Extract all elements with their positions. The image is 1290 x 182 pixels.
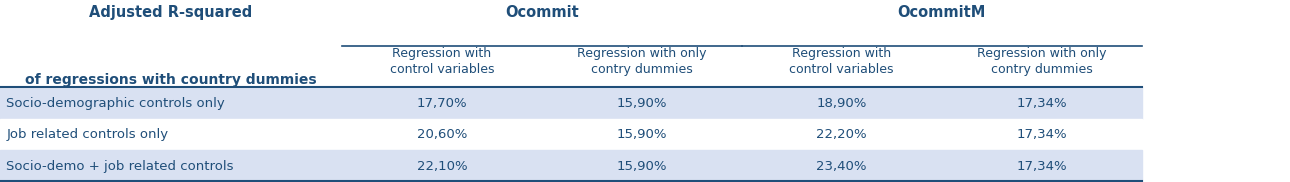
Text: of regressions with country dummies: of regressions with country dummies bbox=[25, 73, 317, 87]
Text: Socio-demographic controls only: Socio-demographic controls only bbox=[6, 97, 226, 110]
Text: 22,20%: 22,20% bbox=[817, 128, 867, 141]
Text: Regression with
control variables: Regression with control variables bbox=[390, 47, 494, 76]
Text: Job related controls only: Job related controls only bbox=[6, 128, 169, 141]
Bar bbox=[0, 0, 1142, 87]
Text: OcommitM: OcommitM bbox=[898, 5, 986, 20]
Text: Regression with only
contry dummies: Regression with only contry dummies bbox=[977, 47, 1107, 76]
Text: Socio-demo + job related controls: Socio-demo + job related controls bbox=[6, 160, 233, 173]
Text: 23,40%: 23,40% bbox=[817, 160, 867, 173]
Text: 15,90%: 15,90% bbox=[617, 128, 667, 141]
Text: Adjusted R-squared: Adjusted R-squared bbox=[89, 5, 253, 20]
Text: 17,34%: 17,34% bbox=[1017, 97, 1067, 110]
Text: 15,90%: 15,90% bbox=[617, 160, 667, 173]
Text: 20,60%: 20,60% bbox=[417, 128, 467, 141]
Text: 15,90%: 15,90% bbox=[617, 97, 667, 110]
Text: 17,70%: 17,70% bbox=[417, 97, 467, 110]
Text: Ocommit: Ocommit bbox=[504, 5, 579, 20]
Text: 17,34%: 17,34% bbox=[1017, 160, 1067, 173]
Text: 18,90%: 18,90% bbox=[817, 97, 867, 110]
Bar bbox=[0, 151, 1142, 182]
Bar bbox=[0, 119, 1142, 151]
Bar bbox=[0, 87, 1142, 119]
Text: 17,34%: 17,34% bbox=[1017, 128, 1067, 141]
Text: Regression with
control variables: Regression with control variables bbox=[789, 47, 894, 76]
Text: Regression with only
contry dummies: Regression with only contry dummies bbox=[577, 47, 707, 76]
Text: 22,10%: 22,10% bbox=[417, 160, 467, 173]
